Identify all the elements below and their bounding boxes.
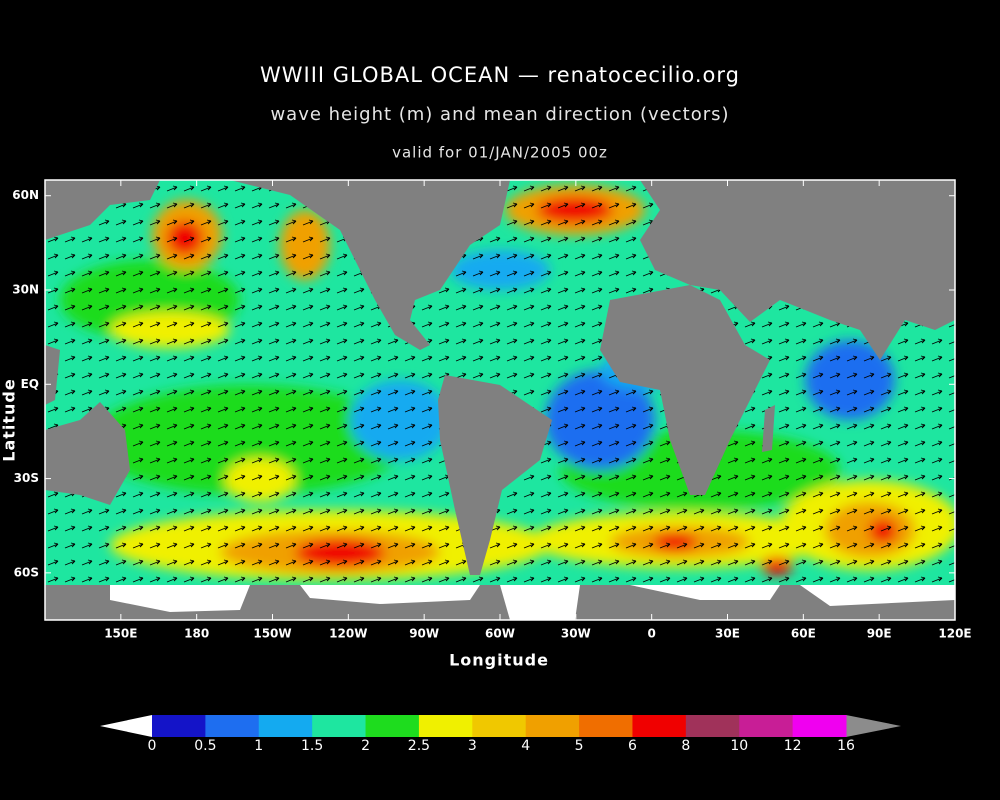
- y-axis-label: Latitude: [0, 378, 19, 461]
- x-tick-label: 30E: [715, 627, 740, 641]
- colorbar-over: [846, 715, 901, 737]
- x-tick-label: 60E: [791, 627, 816, 641]
- colorbar-bin: [312, 715, 367, 737]
- colorbar-label: 0.5: [194, 738, 216, 754]
- colorbar-bin: [579, 715, 633, 737]
- colorbar-label: 16: [837, 738, 855, 754]
- x-tick-label: 150W: [253, 627, 291, 641]
- colorbar-label: 1.5: [301, 738, 323, 754]
- y-tick-label: 60N: [12, 188, 39, 202]
- y-tick-label: 30S: [14, 471, 39, 485]
- sea-ice: [110, 585, 955, 620]
- colorbar-label: 2.5: [408, 738, 430, 754]
- colorbar-label: 3: [468, 738, 477, 754]
- colorbar: 0 0.5 1 1.5 2 2.5 3 4 5 6 8 10 12 16: [100, 715, 901, 754]
- x-tick-label: 120E: [938, 627, 971, 641]
- y-tick-label: 60S: [14, 565, 39, 579]
- y-tick-label: EQ: [21, 377, 39, 391]
- title: WWIII GLOBAL OCEAN — renatocecilio.org: [260, 63, 740, 87]
- x-tick-label: 30W: [561, 627, 591, 641]
- colorbar-label: 8: [681, 738, 690, 754]
- colorbar-bin: [365, 715, 420, 737]
- x-tick-label: 90E: [867, 627, 892, 641]
- colorbar-label: 10: [730, 738, 748, 754]
- colorbar-bin: [525, 715, 580, 737]
- x-tick-label: 60W: [485, 627, 515, 641]
- colorbar-bin: [258, 715, 313, 737]
- colorbar-label: 6: [628, 738, 637, 754]
- colorbar-bin: [205, 715, 260, 737]
- x-tick-label: 180: [184, 627, 209, 641]
- colorbar-label: 0: [148, 738, 157, 754]
- x-axis-label: Longitude: [449, 651, 549, 670]
- colorbar-bin: [152, 715, 206, 737]
- colorbar-bin: [418, 715, 473, 737]
- colorbar-bin: [472, 715, 527, 737]
- colorbar-label: 12: [784, 738, 802, 754]
- ticks: 150E 180 150W 120W 90W 60W 30W 0 30E 60E 90E 120E 60…: [12, 180, 972, 641]
- subtitle: wave height (m) and mean direction (vect…: [270, 104, 729, 125]
- colorbar-label: 1: [254, 738, 263, 754]
- valid-time: valid for 01/JAN/2005 00z: [392, 144, 608, 162]
- colorbar-bin: [792, 715, 847, 737]
- colorbar-under: [100, 715, 152, 737]
- x-tick-label: 0: [647, 627, 655, 641]
- x-tick-label: 150E: [104, 627, 137, 641]
- colorbar-bin: [632, 715, 687, 737]
- x-tick-label: 90W: [409, 627, 439, 641]
- colorbar-bin: [739, 715, 794, 737]
- colorbar-label: 4: [521, 738, 530, 754]
- x-tick-label: 120W: [329, 627, 367, 641]
- y-tick-label: 30N: [12, 283, 39, 297]
- colorbar-bin: [685, 715, 740, 737]
- colorbar-label: 2: [361, 738, 370, 754]
- map-area: [45, 180, 955, 620]
- colorbar-label: 5: [575, 738, 584, 754]
